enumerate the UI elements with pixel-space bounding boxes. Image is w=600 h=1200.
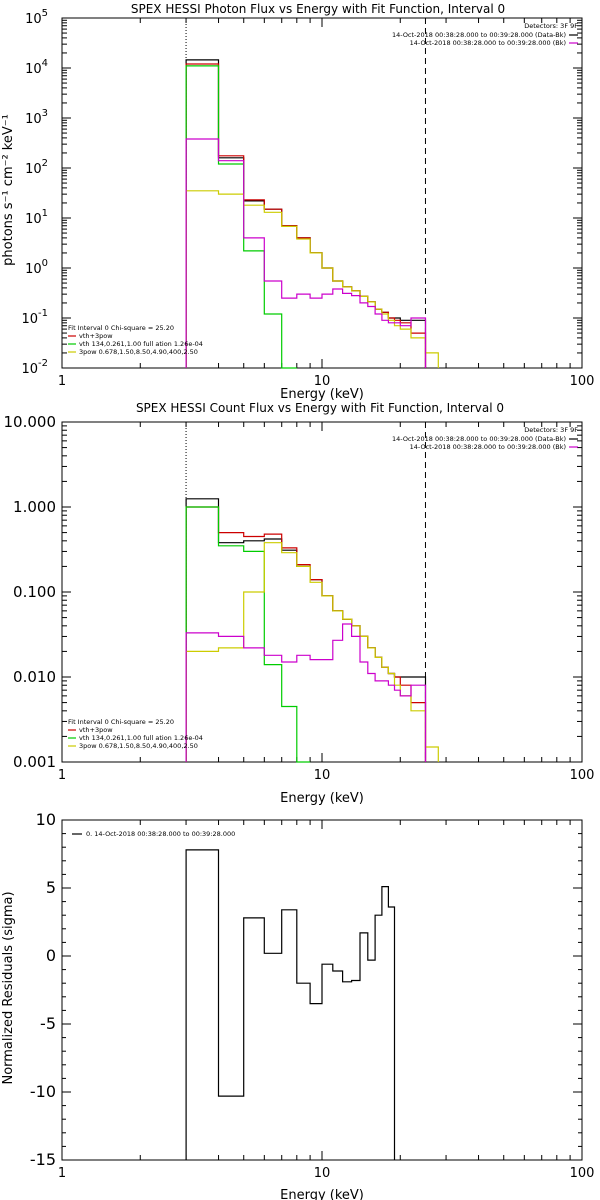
y-tick-label: 0.010 xyxy=(13,668,56,686)
data-series xyxy=(185,849,396,1160)
legend-header: Detectors: 3F 9F xyxy=(524,426,578,434)
legend-entry: 14-Oct-2018 00:38:28.000 to 00:39:28.000… xyxy=(392,435,566,443)
y-tick-label: 105 xyxy=(25,8,48,27)
legend-entry: 3pow 0.678,1.50,8.50,4.90,400,2.50 xyxy=(79,348,198,356)
data-series xyxy=(185,138,427,368)
y-tick-label: 101 xyxy=(25,208,48,227)
series-line xyxy=(185,138,427,368)
y-tick-label: -10 xyxy=(30,1082,56,1101)
photon-flux-chart: SPEX HESSI Photon Flux vs Energy with Fi… xyxy=(1,2,594,402)
data-series xyxy=(185,65,297,369)
count-flux-chart: SPEX HESSI Count Flux vs Energy with Fit… xyxy=(4,401,595,806)
legend-header: Detectors: 3F 9F xyxy=(524,22,578,30)
y-tick-label: 10-1 xyxy=(21,308,48,327)
y-tick-label: 104 xyxy=(25,58,48,77)
x-tick-label: 10 xyxy=(314,768,331,783)
x-tick-label: 1 xyxy=(58,1166,66,1181)
legend-header: Fit Interval 0 Chi-square = 25.20 xyxy=(68,324,174,332)
legend-entry: vth+3pow xyxy=(79,332,113,340)
data-series xyxy=(185,498,427,762)
legend-entry: 14-Oct-2018 00:38:28.000 to 00:39:28.000… xyxy=(410,39,566,47)
series-line xyxy=(185,623,427,762)
series-line xyxy=(185,190,439,368)
x-tick-label: 10 xyxy=(314,374,331,389)
legend-bottom-left: Fit Interval 0 Chi-square = 25.20vth+3po… xyxy=(68,324,203,356)
x-axis: 1 10 100 xyxy=(58,422,595,783)
y-tick-label: 103 xyxy=(25,108,48,127)
y-tick-label: 102 xyxy=(25,158,48,177)
x-tick-label: 1 xyxy=(58,374,66,389)
data-series xyxy=(185,59,427,368)
data-series xyxy=(185,506,311,763)
legend-entry: vth 134,0.261,1.00 full ation 1.26e-04 xyxy=(79,340,203,348)
data-series xyxy=(185,542,439,762)
plot-frame xyxy=(61,17,583,369)
data-series xyxy=(185,623,427,762)
x-tick-label: 100 xyxy=(570,1166,595,1181)
y-axis: -15 -10 -5 0 5 10 xyxy=(30,810,582,1169)
y-tick-label: 5 xyxy=(46,878,56,897)
data-series xyxy=(185,190,439,368)
y-tick-label: 100 xyxy=(25,258,48,277)
x-tick-label: 100 xyxy=(570,374,595,389)
y-tick-label: 10-2 xyxy=(21,358,48,377)
y-tick-label: -15 xyxy=(30,1150,56,1169)
legend-entry: vth 134,0.261,1.00 full ation 1.26e-04 xyxy=(79,734,203,742)
x-axis: 1 10 100 xyxy=(58,18,595,389)
x-tick-label: 10 xyxy=(314,1166,331,1181)
series-line xyxy=(185,506,311,763)
residuals-chart: Energy (keV) Normalized Residuals (sigma… xyxy=(1,810,594,1200)
chart-title: SPEX HESSI Photon Flux vs Energy with Fi… xyxy=(131,2,505,16)
legend-entry: 3pow 0.678,1.50,8.50,4.90,400,2.50 xyxy=(79,742,198,750)
y-axis-label: photons s⁻¹ cm⁻² keV⁻¹ xyxy=(1,114,16,266)
y-tick-label: -5 xyxy=(40,1014,56,1033)
legend-top-left: 0. 14-Oct-2018 00:38:28.000 to 00:39:28.… xyxy=(72,830,235,838)
series-line xyxy=(185,849,396,1160)
series-line xyxy=(185,542,439,762)
series-line xyxy=(185,59,427,368)
legend-header: Fit Interval 0 Chi-square = 25.20 xyxy=(68,718,174,726)
y-axis: 0.001 0.010 0.100 1.000 10.000 xyxy=(4,413,582,771)
x-axis-label: Energy (keV) xyxy=(280,791,364,806)
legend-entry: 0. 14-Oct-2018 00:38:28.000 to 00:39:28.… xyxy=(86,830,235,838)
y-tick-label: 0.001 xyxy=(13,753,56,771)
legend-entry: 14-Oct-2018 00:38:28.000 to 00:39:28.000… xyxy=(410,443,566,451)
y-tick-label: 0.100 xyxy=(13,583,56,601)
y-axis-label: Normalized Residuals (sigma) xyxy=(1,891,16,1084)
x-axis: 1 10 100 xyxy=(58,820,595,1181)
y-tick-label: 1.000 xyxy=(13,498,56,516)
y-tick-label: 10.000 xyxy=(4,413,57,431)
legend-entry: vth+3pow xyxy=(79,726,113,734)
series-line xyxy=(185,65,297,369)
x-axis-label: Energy (keV) xyxy=(280,387,364,402)
x-axis-label: Energy (keV) xyxy=(280,1188,364,1200)
y-axis: 10-2 10-1 100 101 102 103 104 105 xyxy=(21,8,582,377)
y-tick-label: 10 xyxy=(36,810,56,829)
legend-bottom-left: Fit Interval 0 Chi-square = 25.20vth+3po… xyxy=(68,718,203,750)
x-tick-label: 100 xyxy=(570,768,595,783)
series-line xyxy=(185,498,427,762)
legend-entry: 14-Oct-2018 00:38:28.000 to 00:39:28.000… xyxy=(392,31,566,39)
chart-title: SPEX HESSI Count Flux vs Energy with Fit… xyxy=(136,401,504,415)
y-tick-label: 0 xyxy=(46,946,56,965)
x-tick-label: 1 xyxy=(58,768,66,783)
